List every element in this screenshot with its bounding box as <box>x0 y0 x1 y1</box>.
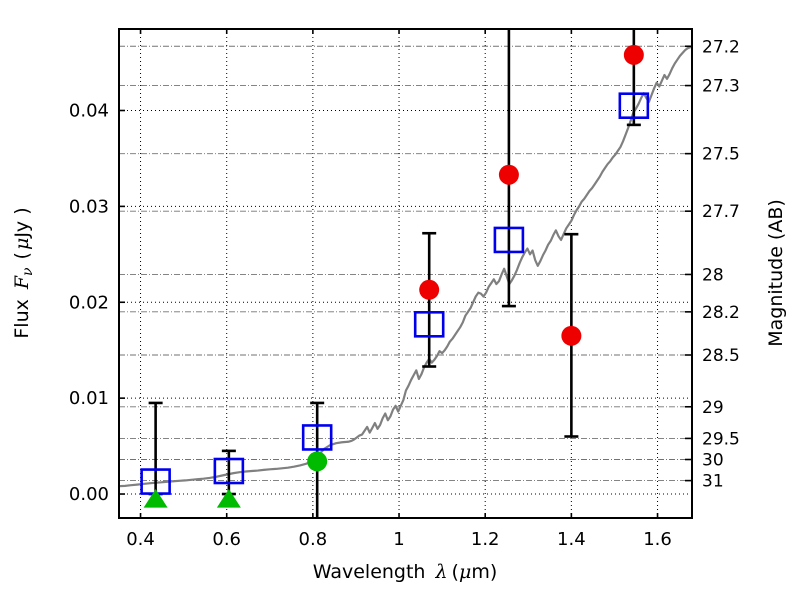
right-tick-label-9: 30 <box>702 451 724 471</box>
x-tick-label-2: 0.8 <box>299 529 328 550</box>
marker-square-photometry-observed-3[interactable] <box>413 311 445 338</box>
marker-square-photometry-observed-5[interactable] <box>618 92 650 120</box>
model-spectrum-curve <box>117 46 692 488</box>
y-tick-label-0: 0.00 <box>69 484 109 505</box>
right-tick-label-3: 27.7 <box>702 202 740 222</box>
right-tick-label-1: 27.3 <box>702 77 740 97</box>
right-tick-label-4: 28 <box>702 265 724 285</box>
marker-circle-photometry-model-2[interactable] <box>561 325 582 346</box>
right-tick-label-0: 27.2 <box>702 37 740 57</box>
right-tick-label-7: 29 <box>702 398 724 418</box>
x-axis-label: Wavelength λ (μm) <box>313 561 497 583</box>
right-axis-label: Magnitude (AB) <box>765 199 787 347</box>
marker-circle-photometry-model-1[interactable] <box>498 164 519 185</box>
x-tick-label-4: 1.2 <box>471 529 500 550</box>
marker-triangle-upper-limits-1[interactable] <box>216 488 241 508</box>
marker-circle-photometry-model-0[interactable] <box>419 279 440 300</box>
y-tick-label-3: 0.03 <box>69 196 109 217</box>
grid-lines <box>119 29 692 518</box>
marker-circle-detection-green-0[interactable] <box>307 451 328 472</box>
y-tick-label-1: 0.01 <box>69 388 109 409</box>
x-tick-label-5: 1.4 <box>557 529 586 550</box>
plot-area <box>119 29 692 518</box>
right-tick-label-2: 27.5 <box>702 145 740 165</box>
y-tick-labels: 0.00 0.01 0.02 0.03 0.04 <box>69 101 109 506</box>
right-tick-label-6: 28.5 <box>702 346 740 366</box>
x-tick-label-3: 1 <box>393 529 404 550</box>
data-markers[interactable] <box>140 44 650 508</box>
marker-square-photometry-observed-1[interactable] <box>213 457 245 485</box>
axes-frame <box>118 28 693 519</box>
marker-triangle-upper-limits-0[interactable] <box>143 488 168 508</box>
right-tick-label-5: 28.2 <box>702 303 740 323</box>
tick-marks <box>119 29 692 518</box>
marker-square-photometry-observed-4[interactable] <box>493 226 525 254</box>
spectrum-line <box>117 46 692 488</box>
x-tick-labels: 0.4 0.6 0.8 1 1.2 1.4 1.6 <box>126 529 672 550</box>
x-tick-label-1: 0.6 <box>212 529 241 550</box>
right-tick-label-10: 31 <box>702 472 724 492</box>
x-tick-label-0: 0.4 <box>126 529 155 550</box>
right-tick-label-8: 29.5 <box>702 429 740 449</box>
x-tick-label-6: 1.6 <box>643 529 672 550</box>
y-tick-label-2: 0.02 <box>69 292 109 313</box>
y-tick-label-4: 0.04 <box>69 101 109 122</box>
marker-circle-photometry-model-3[interactable] <box>623 44 644 65</box>
marker-square-photometry-observed-2[interactable] <box>301 424 333 451</box>
y-axis-label: FluxFν(μJy ) <box>11 207 36 338</box>
